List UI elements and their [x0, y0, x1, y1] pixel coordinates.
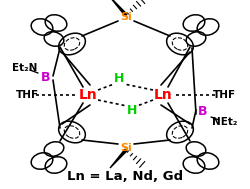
Text: Si: Si — [120, 12, 131, 22]
Text: Si: Si — [120, 143, 131, 153]
Polygon shape — [110, 149, 126, 168]
Text: H: H — [126, 105, 137, 118]
Text: NEt₂: NEt₂ — [212, 117, 237, 127]
Text: Et₂N: Et₂N — [12, 63, 38, 73]
Text: Ln: Ln — [78, 88, 97, 102]
Text: B: B — [198, 105, 207, 119]
Text: Ln: Ln — [153, 88, 172, 102]
Text: THF: THF — [212, 90, 234, 100]
Text: B: B — [41, 71, 50, 84]
Text: THF: THF — [16, 90, 38, 100]
Text: Ln = La, Nd, Gd: Ln = La, Nd, Gd — [67, 170, 183, 184]
Polygon shape — [110, 0, 126, 16]
Text: H: H — [113, 73, 124, 85]
